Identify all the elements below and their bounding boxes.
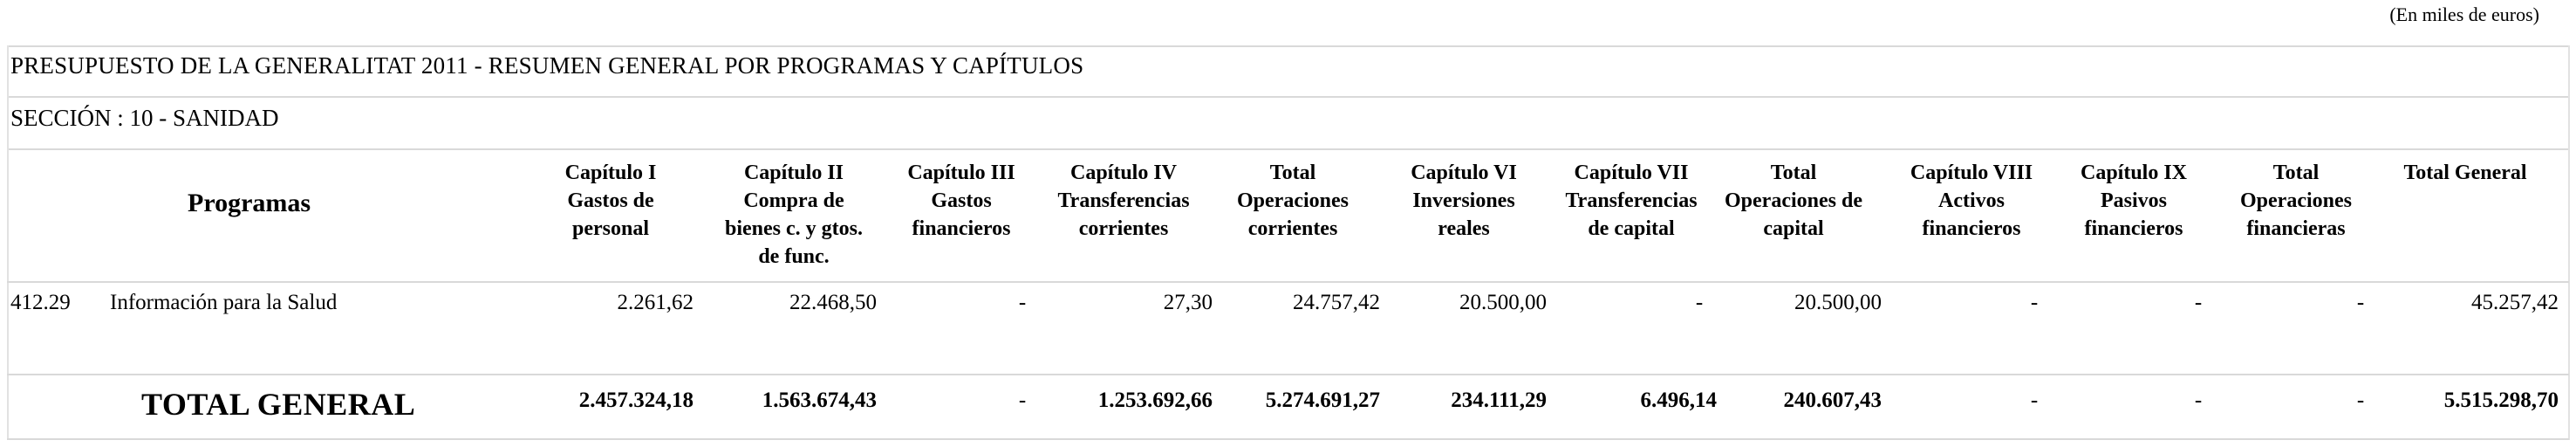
section-label: SECCIÓN : 10 - SANIDAD (10, 105, 279, 131)
column-header-line: Capítulo III (907, 162, 1015, 184)
column-header-line: reales (1438, 217, 1490, 240)
column-header-line: Inversiones (1412, 189, 1515, 212)
programs-header: Programas (188, 189, 311, 217)
column-header: Capítulo II Compra de bienes c. y gtos. de … (694, 159, 894, 271)
value-cell: 5.274.691,27 (1265, 389, 1380, 412)
value-cell: 24.757,42 (1293, 291, 1380, 314)
column-header-line: corrientes (1078, 217, 1169, 240)
column-header-line: financieros (1922, 217, 2021, 240)
empty-value-dash: - (1695, 291, 1704, 314)
column-header: Capítulo IX Pasivos financieros (2055, 159, 2212, 243)
column-header-line: Operaciones (2240, 189, 2352, 212)
column-header-line: bienes c. y gtos. (725, 217, 863, 240)
value-cell: 20.500,00 (1459, 291, 1547, 314)
column-header-line: Transferencias (1057, 189, 1190, 212)
empty-value-dash: - (2194, 291, 2203, 314)
column-header-line: Gastos de (567, 189, 654, 212)
column-header-line: Compra de (743, 189, 844, 212)
value-cell: 2.457.324,18 (578, 389, 694, 412)
divider (7, 374, 2569, 375)
column-header-line: personal (571, 217, 649, 240)
column-header-line: Pasivos (2100, 189, 2167, 212)
total-general-label: TOTAL GENERAL (141, 387, 416, 422)
empty-value-dash: - (2030, 389, 2039, 412)
column-header: Capítulo IV Transferencias corrientes (1032, 159, 1215, 243)
column-header-line: Total General (2403, 162, 2527, 184)
divider (7, 148, 2569, 150)
program-code: 412.29 (10, 291, 71, 314)
units-note: (En miles de euros) (2389, 3, 2539, 25)
column-header-line: Total (1269, 162, 1316, 184)
column-header: Total General (2378, 159, 2552, 187)
value-cell: 6.496,14 (1640, 389, 1718, 412)
column-header-line: de capital (1588, 217, 1675, 240)
column-header-line: Capítulo IV (1069, 162, 1178, 184)
column-header-line: de func. (758, 245, 830, 268)
column-header-line: Operaciones de (1725, 189, 1862, 212)
column-header: Total Operaciones financieras (2213, 159, 2379, 243)
column-header: Capítulo III Gastos financieros (883, 159, 1040, 243)
value-cell: 2.261,62 (617, 291, 694, 314)
empty-value-dash: - (2194, 389, 2203, 412)
column-header-line: capital (1763, 217, 1824, 240)
empty-value-dash: - (2356, 291, 2365, 314)
divider (7, 96, 2569, 98)
column-header-line: Capítulo VIII (1910, 162, 2033, 184)
column-header-line: Capítulo I (564, 162, 657, 184)
column-header-line: Activos (1938, 189, 2005, 212)
value-cell: 1.563.674,43 (762, 389, 877, 412)
table-border-left (7, 45, 9, 440)
column-header: Capítulo VIII Activos financieros (1884, 159, 2059, 243)
column-header-line: Capítulo VI (1411, 162, 1517, 184)
value-cell: 45.257,42 (2471, 291, 2559, 314)
program-name: Información para la Salud (110, 291, 338, 314)
divider (7, 281, 2569, 283)
empty-value-dash: - (2356, 389, 2365, 412)
table-border-bottom (7, 438, 2569, 440)
value-cell: 240.607,43 (1783, 389, 1882, 412)
page-title: PRESUPUESTO DE LA GENERALITAT 2011 - RES… (10, 52, 1084, 79)
column-header: Total Operaciones de capital (1706, 159, 1881, 243)
empty-value-dash: - (2030, 291, 2039, 314)
value-cell: 27,30 (1163, 291, 1213, 314)
column-header-line: corrientes (1247, 217, 1338, 240)
column-header: Total Operaciones corrientes (1210, 159, 1376, 243)
table-border-top (7, 45, 2569, 47)
empty-value-dash: - (1018, 291, 1027, 314)
value-cell: 22.468,50 (789, 291, 877, 314)
column-header-line: Capítulo II (743, 162, 844, 184)
column-header-line: financieras (2246, 217, 2346, 240)
column-header-line: Capítulo VII (1574, 162, 1689, 184)
column-header-line: financieros (912, 217, 1011, 240)
column-header-line: Transferencias (1565, 189, 1698, 212)
column-header-line: Total (1770, 162, 1817, 184)
column-header-line: Operaciones (1237, 189, 1349, 212)
empty-value-dash: - (1018, 389, 1027, 412)
column-header-line: Capítulo IX (2080, 162, 2188, 184)
column-header: Capítulo VII Transferencias de capital (1544, 159, 1718, 243)
column-header-line: Total (2272, 162, 2320, 184)
value-cell: 5.515.298,70 (2443, 389, 2559, 412)
column-header: Capítulo I Gastos de personal (528, 159, 694, 243)
value-cell: 234.111,29 (1451, 389, 1547, 412)
value-cell: 20.500,00 (1794, 291, 1882, 314)
column-header: Capítulo VI Inversiones reales (1385, 159, 1542, 243)
value-cell: 1.253.692,66 (1097, 389, 1213, 412)
column-header-line: Gastos (931, 189, 992, 212)
column-header-line: financieros (2084, 217, 2183, 240)
table-border-right (2568, 45, 2570, 440)
